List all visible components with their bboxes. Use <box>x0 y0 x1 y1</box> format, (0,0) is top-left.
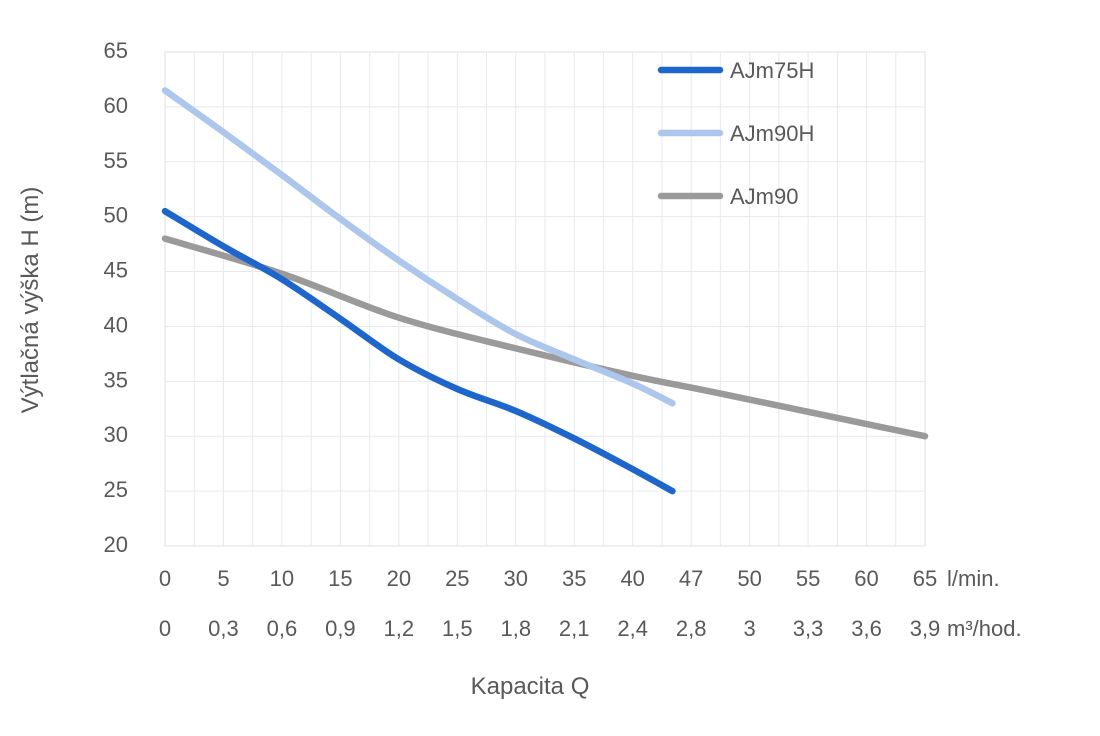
svg-text:3,3: 3,3 <box>793 616 824 641</box>
svg-text:1,5: 1,5 <box>442 616 473 641</box>
svg-text:l/min.: l/min. <box>947 566 1000 591</box>
svg-text:35: 35 <box>562 566 586 591</box>
svg-text:0: 0 <box>159 566 171 591</box>
svg-text:3: 3 <box>743 616 755 641</box>
svg-text:20: 20 <box>104 532 128 557</box>
svg-text:30: 30 <box>504 566 528 591</box>
svg-text:25: 25 <box>104 477 128 502</box>
svg-text:55: 55 <box>796 566 820 591</box>
svg-text:2,4: 2,4 <box>617 616 648 641</box>
svg-text:0: 0 <box>159 616 171 641</box>
svg-text:0,3: 0,3 <box>208 616 239 641</box>
svg-text:30: 30 <box>104 422 128 447</box>
svg-text:25: 25 <box>445 566 469 591</box>
svg-text:Kapacita Q: Kapacita Q <box>471 673 590 700</box>
svg-text:3,6: 3,6 <box>851 616 882 641</box>
svg-text:60: 60 <box>854 566 878 591</box>
svg-text:0,6: 0,6 <box>267 616 298 641</box>
svg-text:55: 55 <box>104 148 128 173</box>
svg-text:AJm75H: AJm75H <box>730 58 814 83</box>
svg-text:35: 35 <box>104 367 128 392</box>
svg-text:65: 65 <box>104 38 128 63</box>
svg-text:50: 50 <box>104 203 128 228</box>
svg-text:65: 65 <box>913 566 937 591</box>
svg-text:2,1: 2,1 <box>559 616 590 641</box>
svg-text:10: 10 <box>270 566 294 591</box>
svg-text:60: 60 <box>104 93 128 118</box>
svg-text:47: 47 <box>679 566 703 591</box>
svg-text:1,2: 1,2 <box>384 616 415 641</box>
svg-text:AJm90H: AJm90H <box>730 121 814 146</box>
svg-text:0,9: 0,9 <box>325 616 356 641</box>
svg-text:5: 5 <box>217 566 229 591</box>
svg-text:20: 20 <box>387 566 411 591</box>
svg-text:40: 40 <box>620 566 644 591</box>
svg-text:40: 40 <box>104 312 128 337</box>
svg-text:15: 15 <box>328 566 352 591</box>
svg-text:3,9: 3,9 <box>910 616 941 641</box>
svg-text:Výtlačná výška H (m): Výtlačná výška H (m) <box>17 187 44 414</box>
svg-text:AJm90: AJm90 <box>730 184 798 209</box>
svg-text:m³/hod.: m³/hod. <box>947 616 1022 641</box>
svg-text:50: 50 <box>737 566 761 591</box>
svg-text:2,8: 2,8 <box>676 616 707 641</box>
svg-text:1,8: 1,8 <box>500 616 531 641</box>
svg-text:45: 45 <box>104 258 128 283</box>
